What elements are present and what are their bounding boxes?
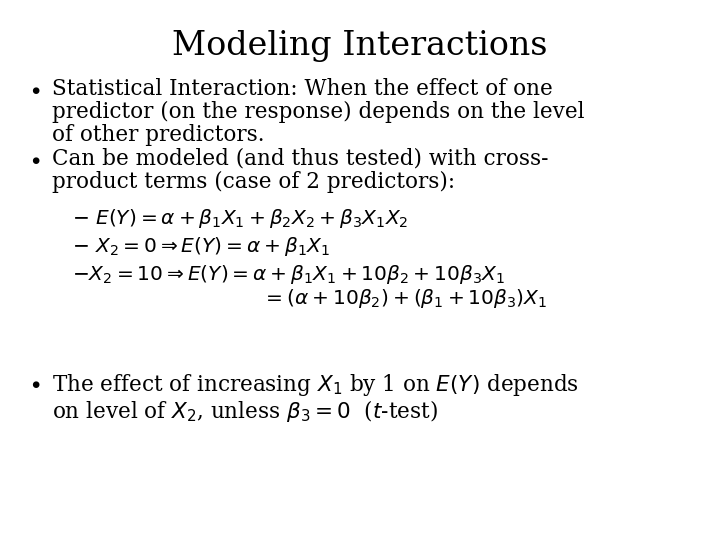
Text: $\bullet$: $\bullet$ bbox=[28, 148, 40, 171]
Text: $-\ E(Y) = \alpha + \beta_1 X_1 + \beta_2 X_2 + \beta_3 X_1 X_2$: $-\ E(Y) = \alpha + \beta_1 X_1 + \beta_… bbox=[72, 207, 408, 230]
Text: $-\ X_2{=}0 \Rightarrow E(Y) = \alpha + \beta_1 X_1$: $-\ X_2{=}0 \Rightarrow E(Y) = \alpha + … bbox=[72, 235, 330, 258]
Text: The effect of increasing $X_1$ by 1 on $E(Y)$ depends: The effect of increasing $X_1$ by 1 on $… bbox=[52, 372, 579, 398]
Text: predictor (on the response) depends on the level: predictor (on the response) depends on t… bbox=[52, 101, 585, 123]
Text: on level of $X_2$, unless $\beta_3{=}0$  ($t$-test): on level of $X_2$, unless $\beta_3{=}0$ … bbox=[52, 398, 438, 424]
Text: of other predictors.: of other predictors. bbox=[52, 124, 264, 146]
Text: $-X_2{=}10 \Rightarrow E(Y) = \alpha + \beta_1 X_1 + 10\beta_2 + 10\beta_3 X_1$: $-X_2{=}10 \Rightarrow E(Y) = \alpha + \… bbox=[72, 263, 505, 286]
Text: product terms (case of 2 predictors):: product terms (case of 2 predictors): bbox=[52, 171, 455, 193]
Text: Statistical Interaction: When the effect of one: Statistical Interaction: When the effect… bbox=[52, 78, 553, 100]
Text: $\bullet$: $\bullet$ bbox=[28, 78, 40, 101]
Text: Can be modeled (and thus tested) with cross-: Can be modeled (and thus tested) with cr… bbox=[52, 148, 549, 170]
Text: Modeling Interactions: Modeling Interactions bbox=[172, 30, 548, 62]
Text: $= (\alpha + 10\beta_2) + (\beta_1 + 10\beta_3)X_1$: $= (\alpha + 10\beta_2) + (\beta_1 + 10\… bbox=[262, 287, 547, 310]
Text: $\bullet$: $\bullet$ bbox=[28, 372, 40, 395]
